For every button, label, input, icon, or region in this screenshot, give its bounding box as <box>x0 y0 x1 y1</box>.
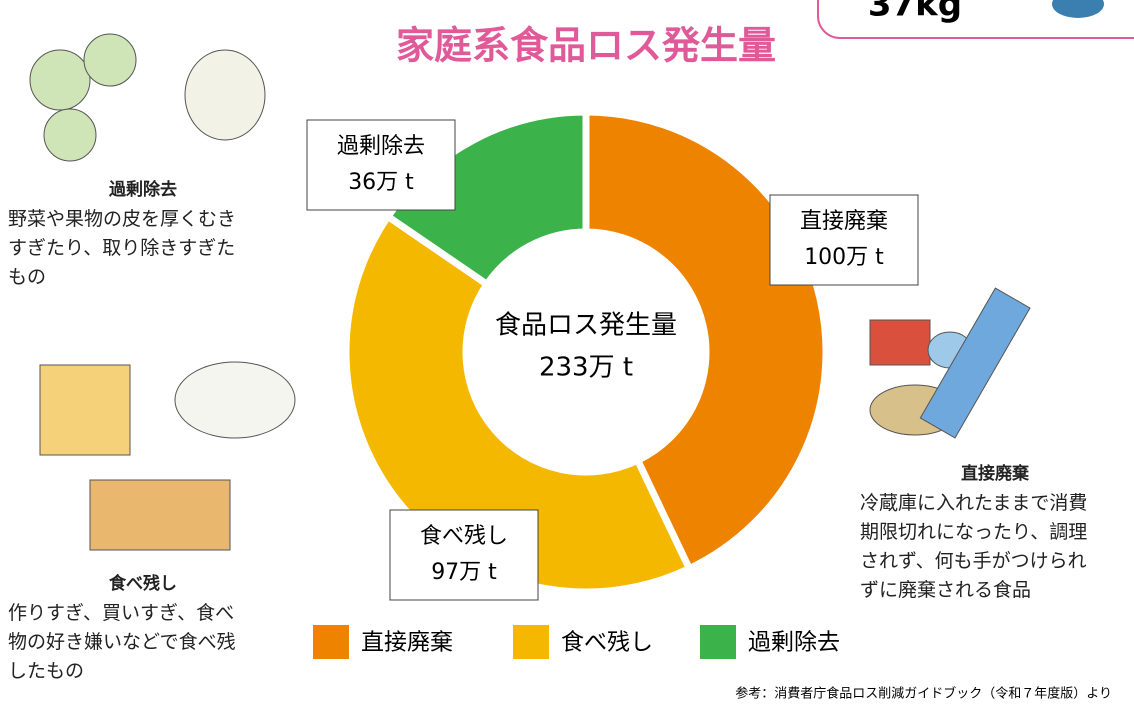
illustration <box>29 33 266 162</box>
illustration <box>869 287 1031 439</box>
note-title: 過剰除去 <box>109 180 177 200</box>
donut-slice <box>582 108 830 574</box>
note: 食べ残し 作りすぎ、買いすぎ、食べ 物の好き嫌いなどで食べ残 したもの <box>8 570 278 686</box>
value-label: 100万 t <box>804 245 884 270</box>
note: 直接廃棄 冷蔵庫に入れたままで消費 期限切れになったり、調理 されず、何も手がつ… <box>860 460 1130 605</box>
note-title: 食べ残し <box>109 574 177 594</box>
legend-label: 食べ残し <box>561 630 653 656</box>
label-box <box>306 119 456 211</box>
legend-label: 過剰除去 <box>748 630 840 656</box>
note: 過剰除去 野菜や果物の皮を厚くむき すぎたり、取り除きすぎた もの <box>8 176 278 292</box>
slice-label: 食べ残し <box>420 524 508 549</box>
note-line: もの <box>8 266 47 288</box>
legend-label: 直接廃棄 <box>361 630 453 656</box>
source-note: 参考：消費者庁食品ロス削減ガイドブック（令和７年度版）より <box>735 686 1112 702</box>
note-line: 作りすぎ、買いすぎ、食べ <box>8 602 235 624</box>
center-title: 食品ロス発生量 <box>495 311 677 341</box>
note-line: されず、何も手がつけられ <box>860 550 1087 572</box>
center-label: 233万 t <box>539 353 633 383</box>
note-title: 直接廃棄 <box>961 464 1029 484</box>
chart-title: 家庭系食品ロス発生量 <box>396 24 776 68</box>
label-box <box>389 509 539 601</box>
note-line: すぎたり、取り除きすぎた <box>8 237 236 259</box>
value-label: 97万 t <box>431 560 497 585</box>
label-box <box>769 194 919 286</box>
illustration <box>39 361 296 551</box>
note-line: ずに廃棄される食品 <box>860 579 1032 601</box>
note-line: 期限切れになったり、調理 <box>860 521 1088 543</box>
slice-label: 直接廃棄 <box>800 209 888 234</box>
legend-swatch <box>700 625 736 659</box>
note-line: 物の好き嫌いなどで食べ残 <box>8 631 236 653</box>
legend-swatch <box>313 625 349 659</box>
note-line: したもの <box>8 660 85 682</box>
slice-label: 過剰除去 <box>337 134 425 159</box>
note-line: 野菜や果物の皮を厚くむき <box>8 208 237 230</box>
badge-icon <box>1052 0 1104 18</box>
value-label: 36万 t <box>348 170 414 195</box>
legend-swatch <box>513 625 549 659</box>
badge-text: 37kg <box>868 0 962 25</box>
note-line: 冷蔵庫に入れたままで消費 <box>860 492 1088 514</box>
